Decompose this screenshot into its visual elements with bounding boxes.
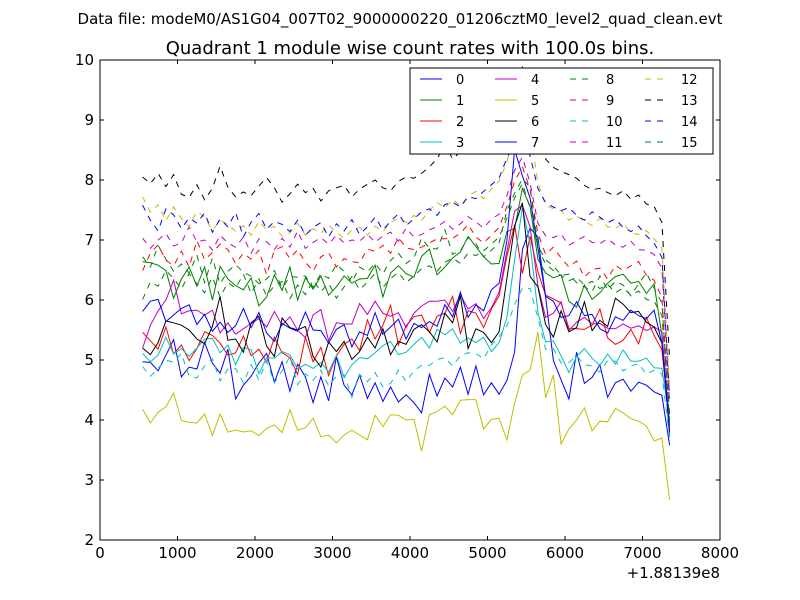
x-tick-label: 3000 — [313, 544, 351, 562]
legend-label-4: 4 — [531, 73, 539, 88]
x-tick-label: 5000 — [468, 544, 506, 562]
legend-label-3: 3 — [456, 136, 464, 151]
legend-label-10: 10 — [606, 115, 623, 130]
x-tick-label: 8000 — [701, 544, 739, 562]
y-tick-label: 7 — [84, 231, 94, 249]
axes-layer: 0 1000 2000 3000 4000 5000 6000 7000 8000 2 3 4 5 6 7 8… — [75, 51, 739, 562]
x-tick-label: 2000 — [236, 544, 274, 562]
series-line-4 — [142, 204, 671, 427]
series-line-14 — [142, 123, 671, 399]
series-line-8 — [142, 177, 671, 423]
y-tick-label: 10 — [75, 51, 94, 69]
legend-label-5: 5 — [531, 94, 539, 109]
y-tick-label: 4 — [84, 411, 94, 429]
x-tick-label: 7000 — [623, 544, 661, 562]
series-line-2 — [142, 224, 671, 423]
legend-label-0: 0 — [456, 73, 464, 88]
legend-label-9: 9 — [606, 94, 614, 109]
figure-suptitle: Data file: modeM0/AS1G04_007T02_90000002… — [78, 10, 723, 29]
legend-label-15: 15 — [681, 136, 698, 151]
y-tick-label: 5 — [84, 351, 94, 369]
series-line-3 — [142, 207, 671, 421]
series-layer — [142, 65, 671, 500]
legend-label-8: 8 — [606, 73, 614, 88]
y-tick-label: 8 — [84, 171, 94, 189]
series-line-15 — [142, 182, 671, 416]
x-tick-label: 4000 — [391, 544, 429, 562]
x-tick-label: 1000 — [158, 544, 196, 562]
series-line-0 — [142, 227, 671, 446]
legend-label-14: 14 — [681, 115, 698, 130]
series-line-5 — [142, 331, 671, 500]
x-tick-label: 6000 — [546, 544, 584, 562]
x-offset-label: +1.88139e8 — [627, 564, 720, 582]
legend-label-12: 12 — [681, 73, 698, 88]
legend-label-11: 11 — [606, 136, 623, 151]
legend-label-1: 1 — [456, 94, 464, 109]
series-line-11 — [142, 155, 671, 404]
legend-label-6: 6 — [531, 115, 539, 130]
chart-title: Quadrant 1 module wise count rates with … — [166, 38, 655, 59]
series-line-9 — [142, 165, 671, 415]
series-line-12 — [142, 97, 671, 388]
y-tick-label: 6 — [84, 291, 94, 309]
x-tick-label: 0 — [95, 544, 105, 562]
legend-label-13: 13 — [681, 94, 698, 109]
legend-label-7: 7 — [531, 136, 539, 151]
y-tick-label: 9 — [84, 111, 94, 129]
y-tick-label: 3 — [84, 471, 94, 489]
legend-label-2: 2 — [456, 115, 464, 130]
y-tick-label: 2 — [84, 531, 94, 549]
series-line-1 — [142, 186, 671, 437]
legend-box — [409, 67, 714, 155]
series-line-7 — [142, 149, 671, 431]
